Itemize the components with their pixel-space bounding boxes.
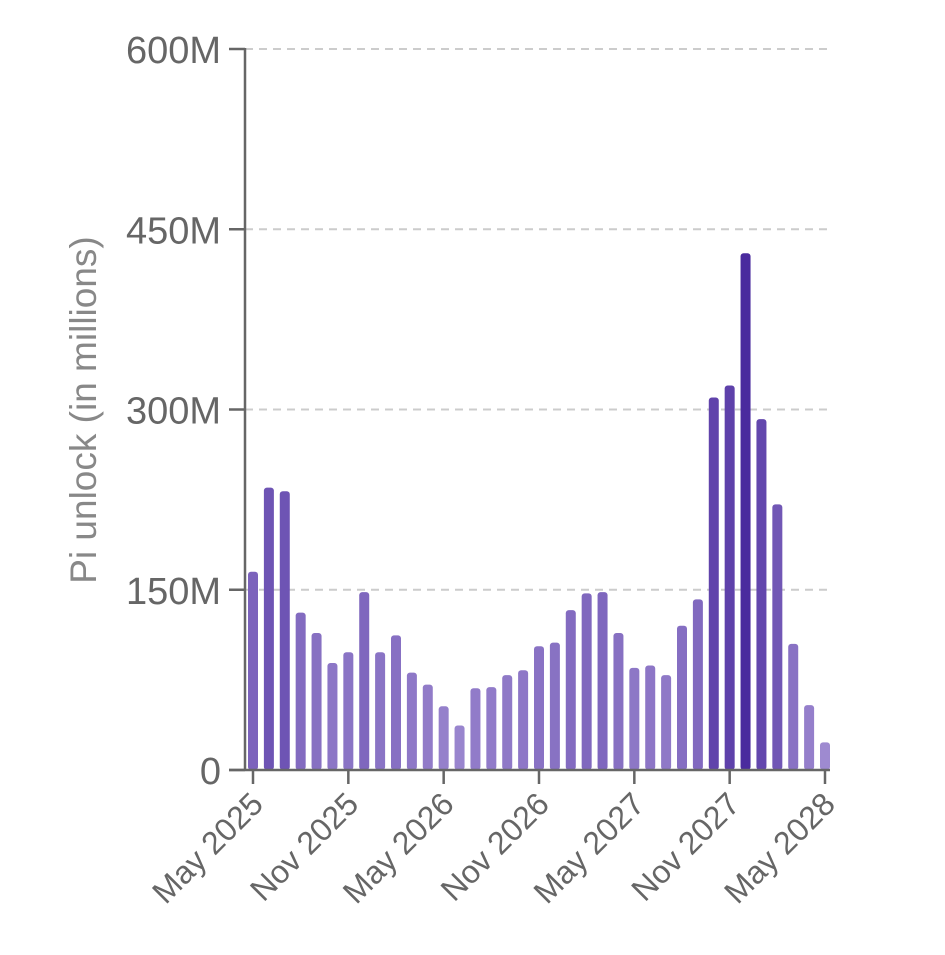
bar-2028-01 <box>756 419 767 770</box>
y-tick-label: 450M <box>126 210 221 252</box>
bar-2025-11 <box>343 652 354 770</box>
bar-2028-05 <box>820 742 830 770</box>
y-tick-label: 600M <box>126 30 221 72</box>
bar-2025-06 <box>263 487 274 770</box>
bar-2027-02 <box>581 593 592 770</box>
bar-2027-11 <box>724 385 735 770</box>
bar-2025-12 <box>359 592 370 770</box>
bar-2027-10 <box>708 397 719 770</box>
bar-2026-05 <box>438 706 449 770</box>
y-axis-label: Pi unlock (in millions) <box>63 236 104 584</box>
bar-2025-05 <box>248 571 258 770</box>
bar-2025-10 <box>327 663 338 770</box>
bar-2027-08 <box>677 625 687 770</box>
bar-2026-01 <box>375 652 386 770</box>
bar-2028-03 <box>788 643 799 770</box>
bar-2027-12 <box>740 253 751 771</box>
y-tick-label: 0 <box>200 751 221 793</box>
bar-2027-07 <box>661 675 672 770</box>
axes <box>229 47 830 784</box>
y-tick-labels: 0 150M 300M 450M 600M <box>126 30 221 793</box>
y-tick-label: 150M <box>126 571 221 613</box>
bar-2027-04 <box>613 633 624 770</box>
bar-2026-12 <box>549 642 560 770</box>
bar-2025-09 <box>311 633 322 770</box>
bar-2026-02 <box>391 635 401 770</box>
bar-2027-01 <box>565 610 576 770</box>
bar-2027-03 <box>597 592 608 770</box>
bar-2026-07 <box>470 688 481 770</box>
bar-2026-10 <box>518 670 529 770</box>
bar-2028-04 <box>804 705 815 770</box>
bar-2027-06 <box>645 665 656 770</box>
bar-2026-09 <box>502 675 513 770</box>
bar-2026-04 <box>422 684 433 770</box>
bar-2026-06 <box>454 725 465 770</box>
bar-2026-11 <box>534 646 544 770</box>
bar-2027-05 <box>629 667 640 770</box>
bars <box>248 253 830 771</box>
bar-2025-08 <box>295 612 306 770</box>
y-tick-label: 300M <box>126 391 221 433</box>
bar-2027-09 <box>692 599 703 770</box>
bar-2026-03 <box>406 672 417 770</box>
bar-2026-08 <box>486 687 497 770</box>
bar-2028-02 <box>772 504 783 770</box>
bar-2025-07 <box>279 491 290 770</box>
